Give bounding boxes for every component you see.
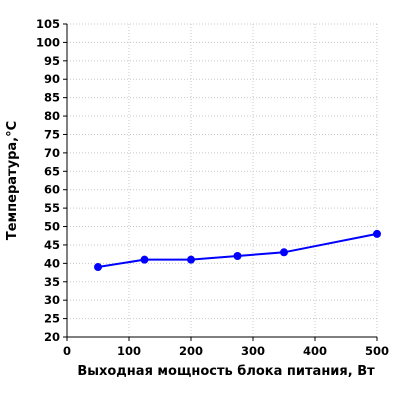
grid [66,23,378,338]
y-tick-label: 20 [44,330,60,344]
y-tick-label: 95 [44,54,60,68]
y-tick-label: 75 [44,127,60,141]
y-tick-label: 25 [44,312,60,326]
x-tick-label: 200 [179,344,203,358]
x-tick-label: 400 [303,344,327,358]
data-point [94,263,102,272]
y-tick-label: 100 [36,35,60,49]
y-tick-label: 55 [44,201,60,215]
y-tick-label: 45 [44,238,60,252]
y-tick-label: 85 [44,91,60,105]
series [94,229,381,272]
x-tick-label: 300 [241,344,265,358]
x-axis-title: Выходная мощность блока питания, Вт [77,364,375,379]
data-point [373,229,381,238]
y-tick-label: 90 [44,72,60,86]
x-tick-label: 0 [63,344,71,358]
data-point [233,251,242,260]
x-tick-label: 100 [117,344,141,358]
tick-labels: 20 25 30 35 40 45 50 55 60 65 70 75 80 85 90 95 100 105 0 1… [36,17,389,358]
y-tick-label: 80 [44,109,60,123]
series-line [97,232,378,269]
y-tick-label: 65 [44,164,60,178]
data-point [140,255,149,264]
y-tick-label: 40 [44,256,60,270]
y-tick-label: 70 [44,146,60,160]
y-tick-label: 50 [44,220,60,234]
data-point [280,248,288,257]
x-tick-label: 500 [365,344,389,358]
y-tick-label: 60 [44,183,60,197]
data-point [187,255,195,264]
y-tick-label: 35 [44,275,60,289]
axes [63,23,378,341]
y-tick-label: 105 [36,17,60,31]
y-tick-label: 30 [44,293,60,307]
y-axis-title: Температура,°С [5,121,20,240]
